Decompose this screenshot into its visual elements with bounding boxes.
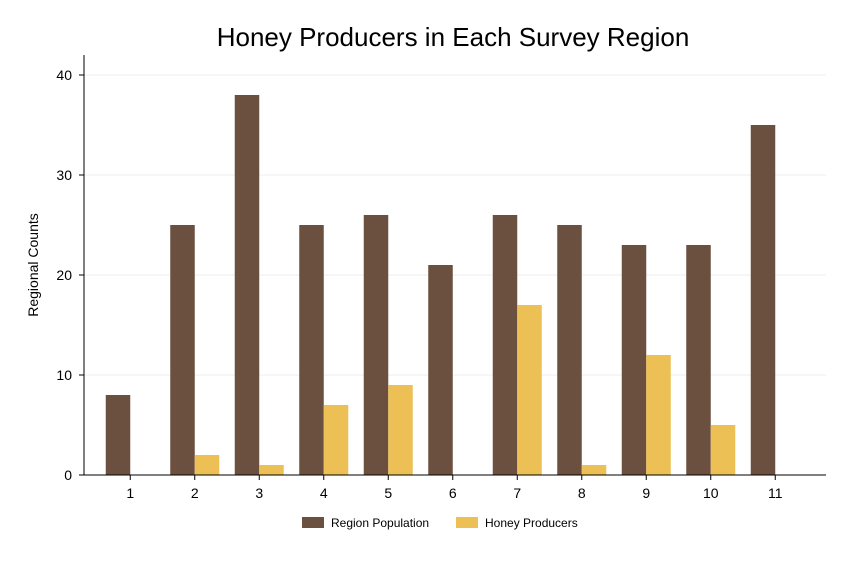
y-tick-label: 20 <box>56 267 72 283</box>
bars <box>105 95 776 475</box>
chart-title: Honey Producers in Each Survey Region <box>217 22 690 52</box>
bar-honey-producers <box>710 425 736 475</box>
x-tick-label: 6 <box>449 485 457 501</box>
bar-honey-producers <box>194 455 220 475</box>
bar-honey-producers <box>388 385 413 475</box>
bar-region-population <box>492 215 518 475</box>
x-tick-label: 1 <box>126 485 134 501</box>
y-tick-label: 10 <box>56 367 72 383</box>
y-axis-label: Regional Counts <box>25 213 41 317</box>
y-tick-label: 0 <box>64 467 72 483</box>
x-tick-label: 7 <box>513 485 521 501</box>
x-tick-label: 4 <box>320 485 328 501</box>
bar-region-population <box>105 395 131 475</box>
legend-item-honey-producers: Honey Producers <box>456 516 578 530</box>
bar-region-population <box>686 245 711 475</box>
axes <box>83 55 826 476</box>
legend: Region Population Honey Producers <box>302 516 578 530</box>
bar-honey-producers <box>259 465 284 475</box>
bar-honey-producers <box>517 305 542 475</box>
y-tick-label: 30 <box>56 167 72 183</box>
bar-region-population <box>234 95 260 475</box>
y-tick-label: 40 <box>56 67 72 83</box>
legend-label: Region Population <box>331 516 429 530</box>
bar-region-population <box>363 215 389 475</box>
x-tick-label: 10 <box>703 485 719 501</box>
bar-honey-producers <box>323 405 349 475</box>
bar-honey-producers <box>646 355 671 475</box>
gridlines <box>84 74 826 376</box>
bar-region-population <box>621 245 647 475</box>
legend-swatch <box>456 517 478 528</box>
x-tick-label: 2 <box>191 485 199 501</box>
bar-region-population <box>170 225 195 475</box>
x-tick-label: 9 <box>642 485 650 501</box>
legend-label: Honey Producers <box>485 516 578 530</box>
legend-item-region-population: Region Population <box>302 516 429 530</box>
bar-honey-producers <box>581 465 607 475</box>
bar-region-population <box>557 225 582 475</box>
x-tick-label: 11 <box>768 485 783 501</box>
y-tick-labels: 0 10 20 30 40 <box>56 67 84 483</box>
bar-region-population <box>750 125 776 475</box>
x-tick-label: 8 <box>578 485 586 501</box>
x-tick-labels: 1 2 3 4 5 6 7 8 9 10 11 <box>126 475 783 501</box>
x-tick-label: 3 <box>255 485 263 501</box>
legend-swatch <box>302 517 324 528</box>
x-tick-label: 5 <box>384 485 392 501</box>
bar-region-population <box>299 225 324 475</box>
bar-region-population <box>428 265 453 475</box>
